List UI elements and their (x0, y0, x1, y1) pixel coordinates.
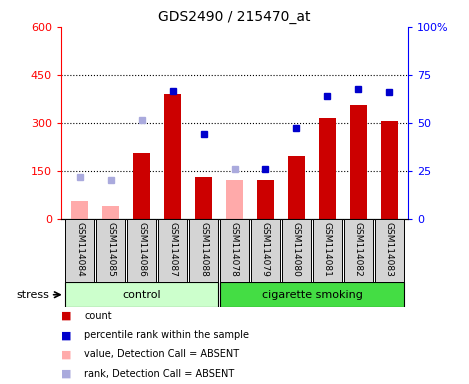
Text: GSM114088: GSM114088 (199, 222, 208, 277)
Text: ■: ■ (61, 349, 71, 359)
Text: ■: ■ (61, 369, 71, 379)
FancyBboxPatch shape (375, 219, 404, 282)
FancyBboxPatch shape (344, 219, 373, 282)
Text: GSM114083: GSM114083 (385, 222, 394, 277)
Text: GSM114084: GSM114084 (75, 222, 84, 277)
Text: ■: ■ (61, 330, 71, 340)
Bar (288, 157, 305, 219)
FancyBboxPatch shape (65, 282, 219, 307)
FancyBboxPatch shape (219, 282, 404, 307)
Text: value, Detection Call = ABSENT: value, Detection Call = ABSENT (84, 349, 240, 359)
Bar (133, 153, 150, 219)
Text: GSM114087: GSM114087 (168, 222, 177, 277)
FancyBboxPatch shape (189, 219, 219, 282)
Text: GSM114081: GSM114081 (323, 222, 332, 277)
Title: GDS2490 / 215470_at: GDS2490 / 215470_at (158, 10, 311, 25)
Bar (71, 201, 88, 219)
FancyBboxPatch shape (96, 219, 125, 282)
Text: stress: stress (16, 290, 49, 300)
Text: count: count (84, 311, 112, 321)
Bar (164, 94, 181, 219)
Text: percentile rank within the sample: percentile rank within the sample (84, 330, 250, 340)
Bar (102, 206, 119, 219)
Bar (257, 180, 274, 219)
Bar (319, 118, 336, 219)
Text: GSM114079: GSM114079 (261, 222, 270, 277)
Text: GSM114078: GSM114078 (230, 222, 239, 277)
Text: control: control (122, 290, 161, 300)
FancyBboxPatch shape (312, 219, 342, 282)
Text: GSM114085: GSM114085 (106, 222, 115, 277)
Bar (381, 121, 398, 219)
Bar (226, 180, 243, 219)
Text: rank, Detection Call = ABSENT: rank, Detection Call = ABSENT (84, 369, 234, 379)
Text: cigarette smoking: cigarette smoking (262, 290, 363, 300)
FancyBboxPatch shape (65, 219, 94, 282)
Text: GSM114080: GSM114080 (292, 222, 301, 277)
FancyBboxPatch shape (158, 219, 188, 282)
FancyBboxPatch shape (219, 219, 250, 282)
FancyBboxPatch shape (250, 219, 280, 282)
Bar (350, 105, 367, 219)
Bar (195, 177, 212, 219)
FancyBboxPatch shape (127, 219, 156, 282)
FancyBboxPatch shape (281, 219, 311, 282)
Text: ■: ■ (61, 311, 71, 321)
Text: GSM114086: GSM114086 (137, 222, 146, 277)
Text: GSM114082: GSM114082 (354, 222, 363, 277)
